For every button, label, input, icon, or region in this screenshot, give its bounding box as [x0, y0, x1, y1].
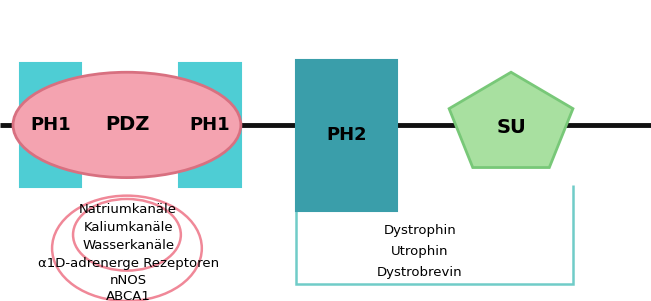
Circle shape [13, 72, 241, 178]
Text: PH1: PH1 [189, 116, 230, 134]
Polygon shape [449, 72, 573, 168]
FancyBboxPatch shape [20, 63, 81, 187]
Text: SU: SU [496, 118, 526, 138]
FancyBboxPatch shape [296, 60, 397, 211]
FancyBboxPatch shape [179, 63, 241, 187]
Text: PH1: PH1 [30, 116, 71, 134]
Text: PDZ: PDZ [105, 115, 149, 135]
Text: nNOS: nNOS [109, 274, 147, 287]
Text: PH2: PH2 [326, 126, 367, 144]
Text: Natriumkanäle: Natriumkanäle [79, 203, 177, 216]
Text: Dystrobrevin: Dystrobrevin [377, 266, 463, 279]
Text: α1D-adrenerge Rezeptoren: α1D-adrenerge Rezeptoren [38, 257, 219, 270]
Text: Dystrophin: Dystrophin [383, 224, 456, 237]
Text: Kaliumkanäle: Kaliumkanäle [83, 221, 173, 234]
Text: Utrophin: Utrophin [391, 245, 449, 258]
Text: ABCA1: ABCA1 [106, 290, 150, 301]
Text: Wasserkanäle: Wasserkanäle [82, 239, 174, 252]
